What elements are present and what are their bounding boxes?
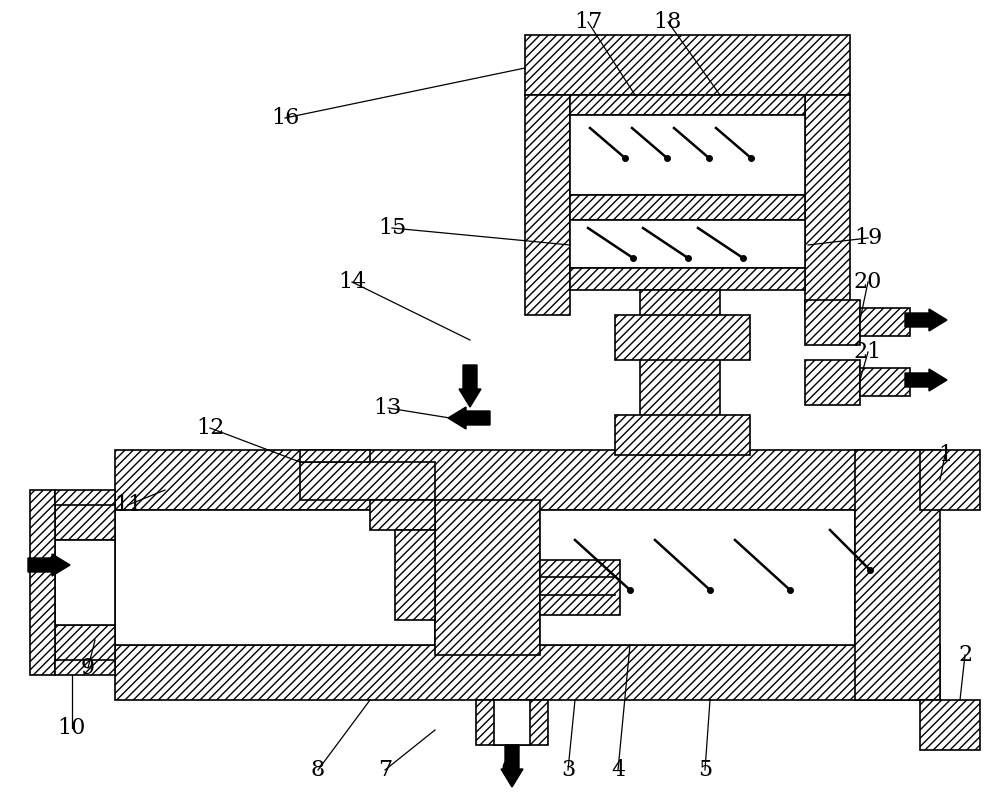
FancyArrow shape — [905, 309, 947, 331]
FancyArrow shape — [448, 407, 490, 429]
FancyArrow shape — [905, 369, 947, 391]
Bar — [395, 530, 435, 620]
Text: 15: 15 — [378, 217, 406, 239]
Text: 6: 6 — [501, 759, 515, 781]
FancyArrow shape — [459, 365, 481, 407]
FancyArrow shape — [501, 745, 523, 787]
Bar — [55, 540, 115, 625]
Text: 14: 14 — [338, 271, 366, 293]
Bar — [805, 360, 860, 405]
Bar — [540, 560, 620, 615]
Bar — [920, 450, 980, 510]
Text: 18: 18 — [654, 11, 682, 33]
Bar — [860, 308, 910, 336]
Text: 3: 3 — [561, 759, 575, 781]
Text: 2: 2 — [958, 644, 972, 666]
Bar — [300, 462, 435, 500]
Text: 1: 1 — [938, 444, 952, 466]
Bar — [55, 500, 115, 540]
Bar — [115, 510, 435, 645]
Bar — [55, 490, 115, 505]
Text: 13: 13 — [374, 397, 402, 419]
Text: 4: 4 — [611, 759, 625, 781]
Bar — [525, 95, 570, 315]
Bar — [30, 490, 55, 675]
Bar — [55, 660, 115, 675]
Text: 21: 21 — [854, 341, 882, 363]
Text: 8: 8 — [311, 759, 325, 781]
Bar — [494, 700, 530, 745]
Bar — [570, 195, 805, 220]
Bar — [435, 500, 540, 655]
Bar — [805, 95, 850, 315]
Bar — [920, 700, 980, 750]
Text: 16: 16 — [271, 107, 299, 129]
Bar — [640, 290, 720, 455]
Text: 20: 20 — [854, 271, 882, 293]
Bar — [570, 95, 805, 115]
Bar — [570, 268, 805, 290]
Bar — [570, 115, 805, 195]
Bar — [55, 625, 115, 665]
Text: 7: 7 — [378, 759, 392, 781]
Bar — [615, 315, 750, 360]
Bar — [370, 500, 435, 530]
Bar — [805, 300, 860, 345]
Text: 10: 10 — [58, 717, 86, 739]
Text: 11: 11 — [114, 494, 142, 516]
Bar — [525, 35, 850, 95]
Bar — [855, 450, 940, 700]
Bar — [570, 220, 805, 268]
Text: 9: 9 — [81, 657, 95, 679]
Bar — [860, 368, 910, 396]
Text: 17: 17 — [574, 11, 602, 33]
Text: 12: 12 — [196, 417, 224, 439]
Text: 19: 19 — [854, 227, 882, 249]
Bar — [300, 450, 370, 462]
Bar — [615, 415, 750, 455]
FancyArrow shape — [28, 554, 70, 576]
Bar — [476, 700, 548, 745]
Text: 5: 5 — [698, 759, 712, 781]
Bar — [540, 510, 855, 645]
Bar — [115, 645, 940, 700]
Bar — [115, 450, 940, 510]
